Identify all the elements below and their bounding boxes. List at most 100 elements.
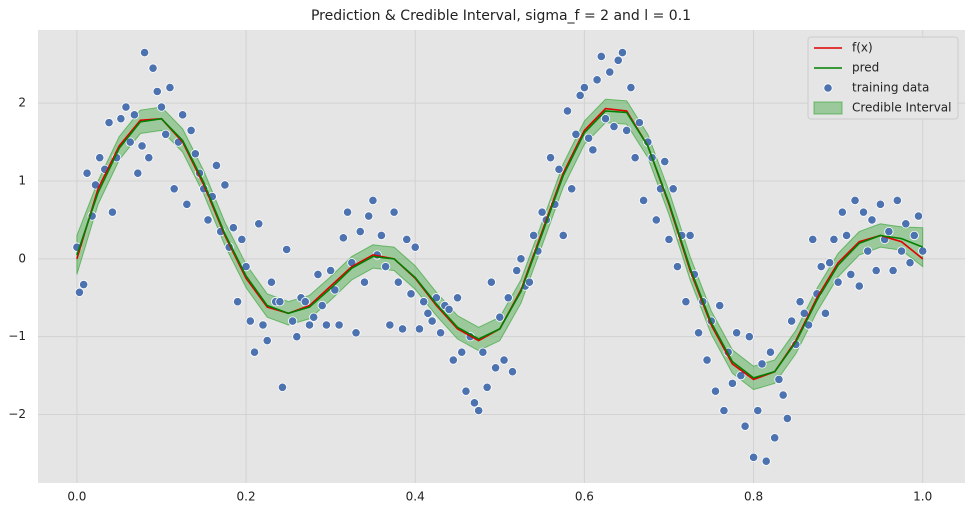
training-point: [139, 47, 150, 58]
training-point: [529, 230, 539, 241]
training-point: [211, 160, 222, 171]
training-point: [410, 242, 420, 252]
training-point: [133, 168, 143, 178]
training-point: [364, 211, 374, 221]
training-point: [715, 300, 725, 311]
training-point: [237, 234, 247, 244]
training-point: [368, 195, 378, 206]
training-point: [884, 226, 894, 237]
training-point: [748, 452, 759, 462]
training-point: [584, 133, 594, 143]
training-point: [326, 265, 336, 276]
training-point: [854, 281, 864, 291]
x-tick-label: 0.4: [406, 490, 425, 504]
training-point: [867, 215, 877, 225]
training-point: [592, 75, 602, 85]
x-tick-label: 0.6: [575, 490, 594, 504]
training-point: [782, 413, 792, 423]
training-point: [579, 82, 589, 93]
training-point: [482, 382, 492, 392]
training-point: [381, 262, 391, 272]
training-point: [664, 234, 674, 244]
training-point: [161, 129, 171, 139]
training-point: [148, 63, 158, 73]
training-point: [419, 297, 429, 307]
training-point: [710, 386, 721, 396]
training-point: [359, 277, 370, 287]
training-point: [82, 168, 92, 178]
training-point: [165, 82, 175, 93]
training-point: [385, 320, 395, 330]
training-point: [512, 265, 522, 276]
training-point: [182, 199, 192, 209]
training-point: [626, 82, 636, 93]
training-point: [317, 300, 327, 311]
training-point: [617, 47, 628, 58]
training-point: [774, 374, 784, 385]
series-line: [76, 110, 924, 379]
training-point: [837, 207, 847, 217]
training-point: [342, 207, 353, 217]
training-point: [144, 153, 154, 163]
training-point: [292, 332, 302, 342]
training-point: [490, 363, 501, 373]
training-point: [121, 102, 131, 112]
training-point: [909, 230, 919, 241]
training-point: [228, 223, 238, 233]
training-point: [313, 269, 323, 280]
y-tick-label: −1: [8, 329, 26, 343]
training-point: [389, 207, 399, 217]
training-point: [309, 312, 319, 322]
training-point: [107, 207, 118, 217]
training-point: [537, 207, 547, 217]
training-point: [499, 355, 509, 365]
training-point: [575, 90, 585, 100]
y-tick-label: 2: [18, 96, 26, 110]
training-point: [858, 207, 869, 217]
training-point: [850, 195, 860, 206]
training-point: [719, 406, 729, 416]
training-point: [249, 347, 260, 357]
legend-label: pred: [852, 61, 879, 75]
training-point: [609, 121, 619, 132]
training-point: [516, 254, 526, 264]
y-tick-label: −2: [8, 407, 26, 421]
training-point: [203, 215, 213, 225]
training-point: [740, 421, 750, 431]
training-point: [808, 234, 818, 244]
training-point: [918, 246, 928, 256]
training-point: [129, 110, 140, 120]
y-tick-label: 0: [18, 251, 26, 265]
training-point: [444, 304, 454, 315]
training-point: [901, 219, 911, 229]
training-point: [448, 355, 458, 365]
training-point: [770, 433, 780, 443]
training-point: [190, 149, 200, 159]
training-point: [672, 262, 683, 272]
training-point: [863, 246, 873, 256]
training-point: [732, 328, 742, 338]
training-point: [634, 118, 644, 128]
training-point: [258, 320, 268, 330]
training-point: [186, 125, 196, 136]
training-point: [457, 347, 467, 357]
training-point: [116, 114, 126, 124]
training-point: [355, 226, 365, 237]
training-point: [888, 265, 898, 276]
training-point: [605, 67, 615, 77]
training-point: [905, 258, 915, 268]
training-point: [461, 386, 471, 396]
training-point: [681, 297, 691, 307]
training-point: [321, 320, 332, 330]
training-point: [436, 328, 446, 338]
training-point: [562, 106, 573, 116]
training-point: [287, 316, 298, 326]
training-point: [300, 297, 310, 307]
training-point: [588, 145, 598, 155]
training-point: [486, 277, 496, 287]
legend-label: Credible Interval: [852, 101, 952, 115]
training-point: [334, 320, 344, 330]
training-point: [596, 51, 606, 62]
chart-title: Prediction & Credible Interval, sigma_f …: [311, 8, 691, 24]
